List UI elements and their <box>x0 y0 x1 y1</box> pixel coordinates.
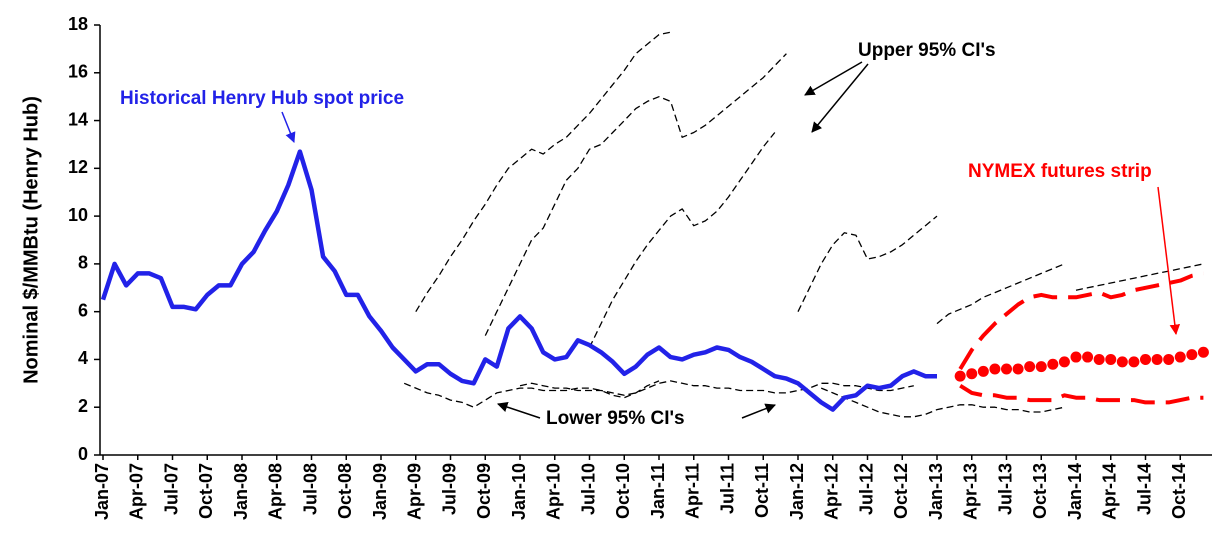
series-dot <box>1151 353 1163 365</box>
annotation-arrow <box>741 403 776 419</box>
x-tick-label: Jan-14 <box>1065 463 1085 520</box>
series-dot <box>1047 358 1059 370</box>
y-tick-label: 8 <box>78 253 88 273</box>
x-tick-label: Oct-10 <box>613 463 633 519</box>
x-tick-label: Apr-10 <box>544 463 564 520</box>
series-dot <box>989 363 1001 375</box>
x-tick-label: Jan-08 <box>231 463 251 520</box>
x-tick-label: Oct-09 <box>474 463 494 519</box>
y-tick-label: 16 <box>68 62 88 82</box>
series-dot <box>1105 353 1117 365</box>
x-tick-label: Oct-12 <box>891 463 911 519</box>
series-dot <box>1012 363 1024 375</box>
x-tick-label: Apr-08 <box>266 463 286 520</box>
series-line <box>959 384 1204 405</box>
series-dot <box>1082 351 1094 363</box>
x-tick-label: Jul-09 <box>439 463 459 515</box>
x-tick-label: Jan-12 <box>787 463 807 520</box>
series-dot <box>1070 351 1082 363</box>
y-axis-label: Nominal $/MMBtu (Henry Hub) <box>20 96 42 384</box>
series-dot <box>1024 361 1036 373</box>
y-tick-label: 0 <box>78 444 88 464</box>
annotation: NYMEX futures strip <box>968 161 1152 182</box>
y-tick-label: 2 <box>78 396 88 416</box>
x-tick-label: Apr-14 <box>1100 463 1120 520</box>
x-tick-label: Apr-09 <box>405 463 425 520</box>
series-dot <box>1035 361 1047 373</box>
series-dot <box>966 368 978 380</box>
y-tick-label: 14 <box>68 109 88 129</box>
x-tick-label: Apr-12 <box>822 463 842 520</box>
x-tick-label: Apr-11 <box>683 463 703 519</box>
annotation: Lower 95% CI's <box>546 408 685 429</box>
x-tick-label: Oct-07 <box>196 463 216 519</box>
annotation: Historical Henry Hub spot price <box>120 88 404 109</box>
series-dot <box>1116 356 1128 368</box>
x-tick-label: Jul-14 <box>1134 463 1154 515</box>
series-dot <box>1174 351 1186 363</box>
series-dot <box>1186 349 1198 361</box>
series-line <box>519 380 914 396</box>
x-tick-label: Jul-10 <box>578 463 598 515</box>
series-line <box>588 132 776 348</box>
x-tick-label: Oct-08 <box>335 463 355 519</box>
x-tick-label: Jan-09 <box>370 463 390 520</box>
annotation: Upper 95% CI's <box>858 40 996 61</box>
x-tick-label: Jul-11 <box>717 463 737 514</box>
y-tick-label: 10 <box>68 205 88 225</box>
x-tick-label: Jan-10 <box>509 463 529 520</box>
series-dot <box>1140 353 1151 365</box>
series-line <box>936 263 1065 325</box>
x-tick-label: Jan-13 <box>926 463 946 520</box>
x-tick-label: Jul-08 <box>300 463 320 515</box>
series-dot <box>1093 353 1105 365</box>
x-tick-label: Oct-13 <box>1030 463 1050 519</box>
annotation-arrow <box>804 61 863 96</box>
plot-marks <box>100 31 1209 418</box>
series-dot <box>1001 363 1012 375</box>
x-tick-label: Jan-11 <box>648 463 668 519</box>
x-tick-label: Jan-07 <box>92 463 112 520</box>
series-dot <box>1128 356 1140 368</box>
series-dot <box>1163 353 1175 365</box>
x-tick-label: Apr-07 <box>127 463 147 520</box>
series-line <box>100 149 937 412</box>
series-line <box>797 215 938 312</box>
annotation-arrow <box>281 111 296 143</box>
x-tick-label: Apr-13 <box>961 463 981 520</box>
series-line <box>820 387 1065 418</box>
series-dot <box>954 370 966 382</box>
x-tick-label: Jul-12 <box>856 463 876 515</box>
y-tick-label: 18 <box>68 14 88 34</box>
series-line <box>484 53 787 336</box>
x-tick-label: Jul-07 <box>161 463 181 515</box>
y-tick-label: 12 <box>68 157 88 177</box>
annotation-arrow <box>811 63 869 133</box>
series-dot <box>977 365 989 377</box>
series-dot <box>1058 356 1070 368</box>
x-tick-label: Jul-13 <box>995 463 1015 515</box>
series-line <box>403 380 660 408</box>
annotation-arrow <box>1157 186 1181 336</box>
y-tick-label: 6 <box>78 300 88 320</box>
series-dot <box>1197 346 1209 358</box>
y-tick-label: 4 <box>78 348 88 368</box>
series-line <box>415 31 671 313</box>
x-tick-label: Oct-14 <box>1169 463 1189 519</box>
annotation-arrow <box>497 402 541 419</box>
series-line <box>958 271 1204 371</box>
x-tick-label: Oct-11 <box>752 463 772 518</box>
